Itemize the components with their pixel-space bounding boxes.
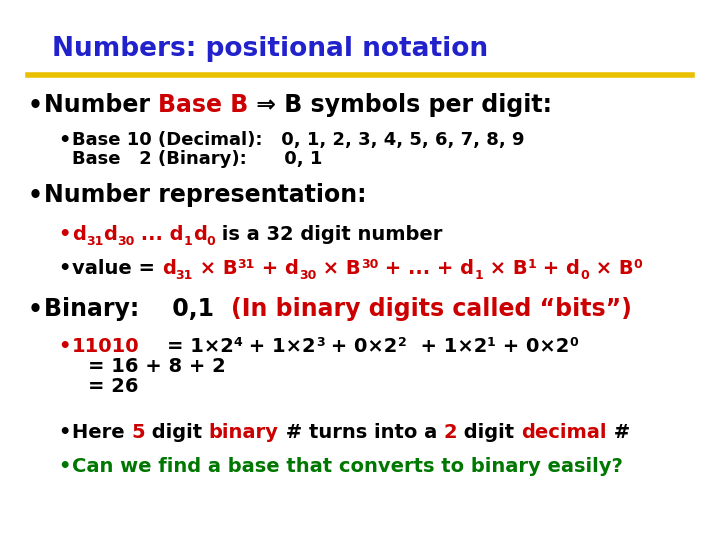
- Text: × B: × B: [193, 259, 238, 278]
- Text: Number: Number: [44, 93, 158, 117]
- Text: d: d: [162, 259, 176, 278]
- Text: digit: digit: [145, 423, 209, 442]
- Text: is a 32 digit number: is a 32 digit number: [215, 225, 443, 244]
- Text: ... d: ... d: [135, 225, 184, 244]
- Text: 1: 1: [474, 269, 483, 282]
- Text: 0: 0: [580, 269, 589, 282]
- Text: 30: 30: [299, 269, 316, 282]
- Text: × B: × B: [589, 259, 634, 278]
- Text: = 1×2: = 1×2: [140, 337, 233, 356]
- Text: •: •: [58, 259, 71, 278]
- Text: •: •: [58, 225, 71, 244]
- Text: ⇒ B symbols per digit:: ⇒ B symbols per digit:: [248, 93, 552, 117]
- Text: •: •: [58, 131, 71, 150]
- Text: 4: 4: [233, 336, 242, 349]
- Text: 0: 0: [207, 235, 215, 248]
- Text: 30: 30: [117, 235, 135, 248]
- Text: Base B: Base B: [158, 93, 248, 117]
- Text: 2: 2: [444, 423, 457, 442]
- Text: •: •: [28, 184, 43, 208]
- Text: 1: 1: [184, 235, 193, 248]
- Text: + 0×2: + 0×2: [496, 337, 569, 356]
- Text: 2: 2: [398, 336, 407, 349]
- Text: •: •: [28, 94, 43, 118]
- Text: Base   2 (Binary):      0, 1: Base 2 (Binary): 0, 1: [72, 150, 323, 168]
- Text: 0: 0: [634, 258, 642, 271]
- Text: d: d: [72, 225, 86, 244]
- Text: = 26: = 26: [88, 377, 138, 396]
- Text: d: d: [103, 225, 117, 244]
- Text: + 1×2: + 1×2: [407, 337, 487, 356]
- Text: 31: 31: [238, 258, 255, 271]
- Text: (In binary digits called “bits”): (In binary digits called “bits”): [230, 297, 631, 321]
- Text: + 1×2: + 1×2: [242, 337, 316, 356]
- Text: Number representation:: Number representation:: [44, 183, 366, 207]
- Text: Numbers: positional notation: Numbers: positional notation: [52, 36, 488, 62]
- Text: 0: 0: [569, 336, 578, 349]
- Text: 31: 31: [86, 235, 103, 248]
- Text: × B: × B: [316, 259, 361, 278]
- Text: •: •: [58, 336, 71, 355]
- Text: value =: value =: [72, 259, 162, 278]
- Text: Base 10 (Decimal):   0, 1, 2, 3, 4, 5, 6, 7, 8, 9: Base 10 (Decimal): 0, 1, 2, 3, 4, 5, 6, …: [72, 131, 524, 149]
- Text: + ... + d: + ... + d: [378, 259, 474, 278]
- Text: •: •: [58, 456, 71, 476]
- Text: # turns into a: # turns into a: [279, 423, 444, 442]
- Text: 31: 31: [176, 269, 193, 282]
- Text: binary: binary: [209, 423, 279, 442]
- Text: = 16 + 8 + 2: = 16 + 8 + 2: [88, 357, 226, 376]
- Text: 5: 5: [131, 423, 145, 442]
- Text: Here: Here: [72, 423, 131, 442]
- Text: × B: × B: [483, 259, 528, 278]
- Text: + d: + d: [536, 259, 580, 278]
- Text: 1: 1: [528, 258, 536, 271]
- Text: •: •: [28, 298, 43, 322]
- Text: 11010: 11010: [72, 337, 140, 356]
- Text: #: #: [607, 423, 630, 442]
- Text: 1: 1: [487, 336, 496, 349]
- Text: Binary:    0,1: Binary: 0,1: [44, 297, 230, 321]
- Text: •: •: [58, 422, 71, 442]
- Text: + 0×2: + 0×2: [325, 337, 398, 356]
- Text: 30: 30: [361, 258, 378, 271]
- Text: Can we find a base that converts to binary easily?: Can we find a base that converts to bina…: [72, 457, 623, 476]
- Text: decimal: decimal: [521, 423, 607, 442]
- Text: digit: digit: [457, 423, 521, 442]
- Text: d: d: [193, 225, 207, 244]
- Text: + d: + d: [255, 259, 299, 278]
- Text: 3: 3: [316, 336, 325, 349]
